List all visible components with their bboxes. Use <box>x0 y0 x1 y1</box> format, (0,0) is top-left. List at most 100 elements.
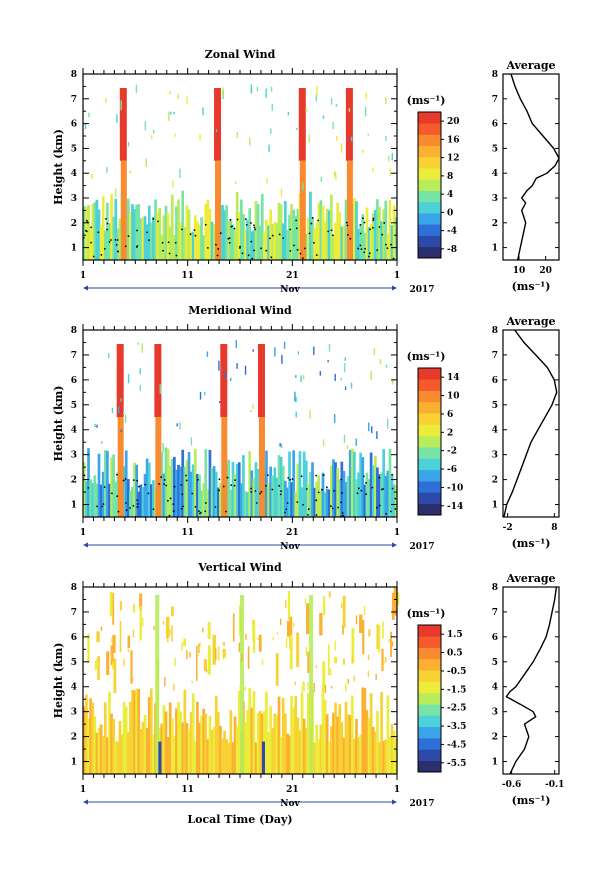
field-speck <box>388 639 390 643</box>
field-cell <box>129 211 132 260</box>
field-cell <box>164 447 168 517</box>
colorbar-frame <box>417 367 442 516</box>
field-cell <box>95 199 99 260</box>
field-cell <box>114 198 118 260</box>
contour-dot <box>317 219 320 222</box>
field-speck <box>297 351 300 355</box>
contour-dot <box>363 251 366 254</box>
colorbar-swatch <box>418 726 441 739</box>
contour-dot <box>157 220 159 223</box>
field-spike <box>155 595 160 774</box>
field-cell <box>101 735 105 774</box>
field-cell <box>160 451 164 517</box>
field-speck <box>236 363 238 369</box>
field-speck <box>112 661 114 669</box>
field-cell <box>384 475 388 517</box>
contour-dot <box>97 231 100 234</box>
contour-dot <box>185 479 188 482</box>
profile-y-tick-label: 5 <box>492 658 498 668</box>
field-cell <box>359 452 363 517</box>
field-cell <box>380 221 383 260</box>
field-cell <box>126 478 130 517</box>
field-speck <box>219 401 221 404</box>
field-cell <box>173 735 176 774</box>
contour-dot <box>265 249 268 252</box>
field-cell <box>306 603 310 635</box>
field-cell <box>91 203 95 260</box>
field-cell <box>327 644 330 676</box>
field-cell <box>313 227 316 260</box>
colorbar-swatch <box>418 401 441 414</box>
field-cell <box>365 472 369 517</box>
field-cell <box>338 479 342 517</box>
contour-dot <box>296 501 299 504</box>
field-speck <box>285 637 288 648</box>
contour-dot <box>381 233 384 236</box>
field-cell <box>258 710 262 774</box>
contour-dot <box>279 493 282 496</box>
field-cell <box>189 471 193 517</box>
y-axis-label: Height (km) <box>52 386 65 462</box>
contour-dot <box>219 232 222 235</box>
field-cell <box>313 742 316 774</box>
contour-dot <box>222 485 225 488</box>
field-cell <box>162 215 166 260</box>
field-speck <box>124 414 127 423</box>
field-cell <box>338 211 342 260</box>
contour-dot <box>287 476 290 479</box>
y-tick-label: 4 <box>71 426 77 436</box>
field-cell <box>166 736 170 774</box>
contour-dot <box>356 492 359 495</box>
contour-dot <box>115 243 118 246</box>
field-cell <box>166 448 170 517</box>
contour-dot <box>218 478 221 481</box>
field-cell <box>191 464 195 517</box>
field-cell <box>181 190 185 260</box>
contour-dot <box>364 247 367 250</box>
x-tick-label: 21 <box>286 271 299 281</box>
contour-dot <box>363 221 366 224</box>
contour-dot <box>315 514 318 516</box>
field-speck <box>238 642 240 653</box>
field-cell <box>271 727 275 774</box>
field-speck <box>344 386 347 390</box>
field-speck <box>244 686 246 692</box>
contour-dot <box>136 479 139 482</box>
profile-y-tick-label: 1 <box>492 501 498 511</box>
field-cell <box>212 466 216 517</box>
contour-dot <box>122 479 125 482</box>
field-speck <box>110 654 113 659</box>
field-cell <box>327 210 331 260</box>
field-cell <box>317 738 321 774</box>
field-cell <box>367 227 371 260</box>
field-speck <box>169 629 171 635</box>
field-cell <box>110 713 113 774</box>
colorbar-swatch <box>418 458 441 471</box>
y-tick-label: 8 <box>71 583 77 593</box>
field-speck <box>141 617 144 627</box>
contour-dot <box>330 229 333 232</box>
field-cell <box>235 463 239 517</box>
contour-dot <box>206 246 209 249</box>
field-speck <box>281 354 283 364</box>
field-cell <box>382 621 384 639</box>
field-cell <box>171 625 173 642</box>
field-cell <box>355 201 358 260</box>
contour-dot <box>189 233 192 236</box>
field-speck <box>370 370 372 381</box>
field-cell <box>275 477 279 517</box>
colorbar-swatch <box>418 112 441 124</box>
field-speck <box>197 654 200 657</box>
field-speck <box>316 86 318 96</box>
field-speck <box>373 348 376 355</box>
contour-dot <box>372 217 375 220</box>
colorbar-swatch <box>418 636 441 648</box>
y-tick-label: 8 <box>71 70 77 80</box>
contour-dot <box>271 488 274 491</box>
contour-dot <box>231 225 233 228</box>
field-cell <box>202 235 206 260</box>
contour-dot <box>168 252 171 255</box>
field-cell <box>129 490 132 517</box>
field-speck <box>123 658 125 667</box>
contour-dot <box>253 226 256 229</box>
